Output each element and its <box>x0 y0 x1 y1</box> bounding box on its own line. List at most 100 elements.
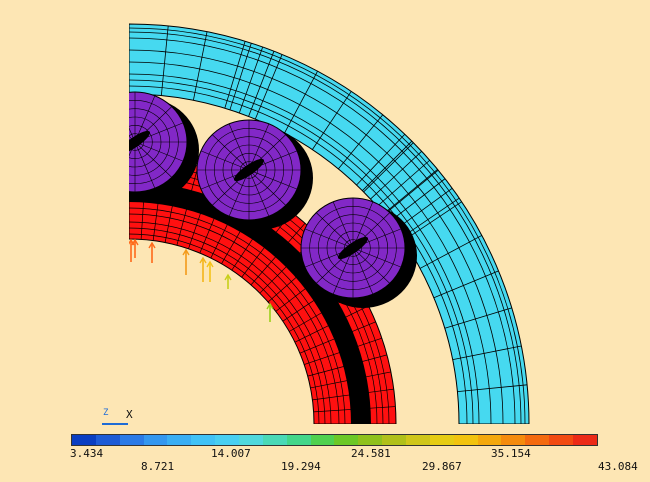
roller-gridline <box>304 228 354 249</box>
roller-gridline <box>352 247 402 268</box>
roller-gridline <box>248 169 270 217</box>
roller-gridline <box>134 141 184 162</box>
load-arrow-head <box>266 302 274 310</box>
outer-ring-gridline <box>312 91 352 150</box>
legend-swatch <box>358 435 383 445</box>
outer-ring-gridline <box>254 54 283 120</box>
legend-swatch <box>262 435 287 445</box>
outer-ring-gridline <box>370 151 422 200</box>
legend-swatch <box>334 435 359 445</box>
legend-swatch <box>167 435 192 445</box>
load-arrow-head <box>131 238 139 246</box>
legend-tick: 14.007 <box>211 447 251 460</box>
inner-ring-gridline <box>310 371 391 389</box>
legend-tick: 19.294 <box>281 460 321 473</box>
outer-ring-gridline <box>363 142 414 193</box>
roller-gridline <box>228 123 250 171</box>
z-axis-label: Z <box>103 408 109 418</box>
legend-swatch <box>215 435 240 445</box>
outer-ring-gridline <box>383 169 438 215</box>
load-arrow-head <box>224 273 232 281</box>
legend-tick: 35.154 <box>491 447 531 460</box>
load-arrow-head <box>148 241 156 249</box>
legend-swatch <box>310 435 335 445</box>
outer-ring-gridline <box>362 140 413 191</box>
roller-gridline <box>134 141 156 189</box>
roller-gridline <box>332 201 354 249</box>
outer-ring-gridline <box>383 169 439 215</box>
legend-swatch <box>191 435 216 445</box>
inner-ring-gridline <box>307 354 387 377</box>
legend-swatch <box>501 435 526 445</box>
outer-ring-gridline <box>395 188 453 230</box>
load-arrows <box>129 238 274 322</box>
legend-tick: 24.581 <box>351 447 391 460</box>
inner-ring-gridline <box>312 388 394 401</box>
legend-swatch <box>72 435 96 445</box>
outer-ring-gridline <box>376 159 430 207</box>
outer-ring-gridline <box>452 345 522 361</box>
legend-tick: 8.721 <box>141 460 175 473</box>
inner-ring-gridline <box>294 305 369 343</box>
outer-ring-gridline <box>192 31 208 101</box>
load-arrow-head <box>182 248 190 256</box>
outer-ring-gridline <box>401 197 460 238</box>
outer-ring-gridline <box>224 41 246 109</box>
roller-gridline <box>129 127 136 143</box>
roller-gridline <box>352 247 390 284</box>
outer-ring-gridline <box>229 43 252 110</box>
inner-ring-gridline <box>250 223 306 286</box>
roller-gridline <box>248 169 286 206</box>
legend-swatch <box>119 435 144 445</box>
legend-swatch <box>477 435 502 445</box>
triad-axis-icon <box>102 423 128 425</box>
outer-ring-gridline <box>419 235 482 269</box>
contour-legend-bar <box>71 434 598 446</box>
x-axis-label: X <box>126 408 133 421</box>
roller-gridline <box>212 134 250 171</box>
outer-ring-gridline <box>457 384 528 393</box>
legend-tick: 29.867 <box>422 460 462 473</box>
legend-swatch <box>239 435 263 445</box>
coordinate-triad: Z X <box>100 408 140 430</box>
outer-ring-gridline <box>444 307 512 329</box>
legend-tick: 43.084 <box>598 460 638 473</box>
roller-gridline <box>129 141 136 145</box>
inner-ring-gridline <box>176 166 199 246</box>
legend-swatch <box>453 435 478 445</box>
roller-gridline <box>129 139 136 143</box>
load-arrow-head <box>199 256 207 264</box>
legend-swatch <box>525 435 550 445</box>
outer-ring-gridline <box>160 25 169 96</box>
roller-gridline <box>352 247 374 295</box>
roller-hub <box>129 130 151 154</box>
outer-ring-gridline <box>238 46 264 114</box>
legend-swatch <box>549 435 574 445</box>
legend-swatch <box>95 435 120 445</box>
legend-swatch <box>382 435 407 445</box>
legend-tick: 3.434 <box>70 447 104 460</box>
outer-ring-gridline <box>338 114 384 170</box>
roller-gridline <box>200 150 250 171</box>
outer-ring-gridline <box>248 51 275 117</box>
legend-swatch <box>406 435 430 445</box>
roller-gridline <box>316 212 354 249</box>
outer-ring-gridline <box>389 178 446 222</box>
roller-gridline <box>134 141 172 178</box>
inner-ring-gridline <box>304 337 382 365</box>
roller-gridline <box>248 169 298 190</box>
outer-ring-gridline <box>433 270 499 299</box>
outer-ring-gridline <box>403 201 462 241</box>
legend-swatch <box>429 435 454 445</box>
rollers <box>129 91 417 308</box>
legend-swatch <box>143 435 168 445</box>
inner-ring-gridline <box>299 321 376 354</box>
roller-hub <box>233 158 265 182</box>
roller-hub <box>337 236 369 260</box>
legend-swatch <box>286 435 311 445</box>
load-arrow-head <box>206 260 214 268</box>
outer-ring-gridline <box>284 71 318 134</box>
inner-ring-gridline <box>313 406 396 413</box>
outer-ring <box>129 23 530 424</box>
